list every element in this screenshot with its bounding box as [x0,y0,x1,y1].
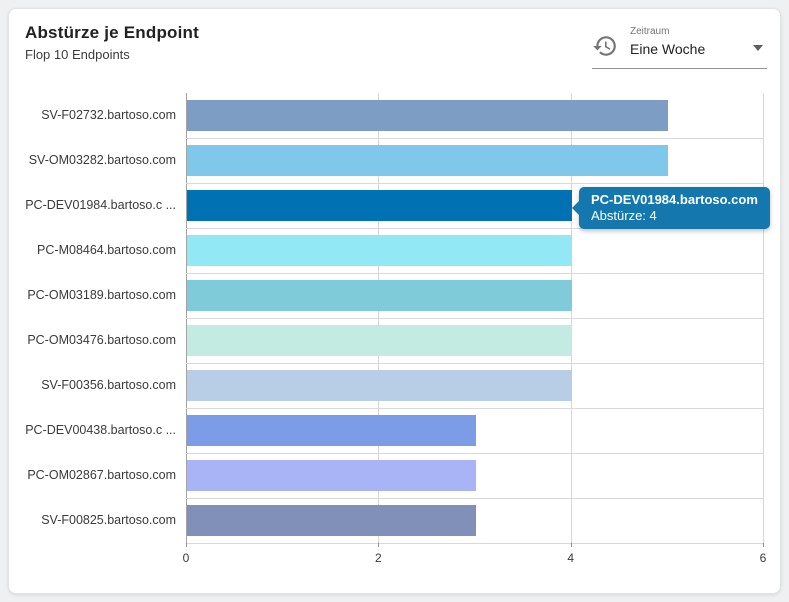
x-tick-mark [763,543,764,547]
bar[interactable] [187,415,476,446]
chevron-down-icon [753,45,763,51]
category-label: SV-F00356.bartoso.com [41,378,176,392]
bar[interactable] [187,145,668,176]
x-tick-label: 6 [759,551,767,565]
category-label: PC-OM02867.bartoso.com [27,468,176,482]
page-title: Abstürze je Endpoint [25,23,199,42]
row-separator [186,363,763,364]
card-header: Abstürze je Endpoint Flop 10 Endpoints [25,23,199,62]
crash-chart-card: Abstürze je Endpoint Flop 10 Endpoints Z… [8,8,781,594]
category-label: PC-OM03189.bartoso.com [27,288,176,302]
history-icon [592,33,618,59]
x-tick-label: 0 [182,551,190,565]
period-select-dropdown[interactable]: Zeitraum Eine Woche [592,23,767,69]
bar[interactable] [187,190,572,221]
category-label: SV-OM03282.bartoso.com [28,153,176,167]
row-separator [186,453,763,454]
bar[interactable] [187,460,476,491]
gridline-x-6 [763,93,764,543]
tooltip-title: PC-DEV01984.bartoso.com [591,192,758,207]
bar[interactable] [187,370,572,401]
bar[interactable] [187,280,572,311]
row-separator [186,318,763,319]
x-axis-line [186,543,763,544]
period-select-text: Zeitraum Eine Woche [630,26,753,57]
tooltip-notch [572,200,580,216]
category-label: SV-F02732.bartoso.com [41,108,176,122]
x-tick-mark [378,543,380,547]
x-tick-mark [570,543,572,547]
bar[interactable] [187,505,476,536]
category-label: PC-M08464.bartoso.com [37,243,176,257]
x-tick-label: 4 [567,551,574,565]
y-axis-line [186,93,187,547]
tooltip-value: Abstürze: 4 [591,208,657,223]
x-tick-label: 2 [374,551,382,565]
row-separator [186,138,763,139]
row-separator [186,273,763,274]
category-label: SV-F00825.bartoso.com [41,513,176,527]
x-tick-mark [186,543,187,547]
row-separator [186,228,763,229]
category-label: PC-OM03476.bartoso.com [27,333,176,347]
bar[interactable] [187,235,572,266]
bar[interactable] [187,325,572,356]
period-select-label: Zeitraum [630,25,670,37]
chart-tooltip: PC-DEV01984.bartoso.com Abstürze: 4 [572,187,770,229]
row-separator [186,408,763,409]
bar[interactable] [187,100,668,131]
period-select-value: Eine Woche [630,40,706,57]
category-label: PC-DEV01984.bartoso.c ... [25,198,176,212]
category-label: PC-DEV00438.bartoso.c ... [25,423,176,437]
row-separator [186,498,763,499]
row-separator [186,183,763,184]
page-subtitle: Flop 10 Endpoints [25,47,130,62]
